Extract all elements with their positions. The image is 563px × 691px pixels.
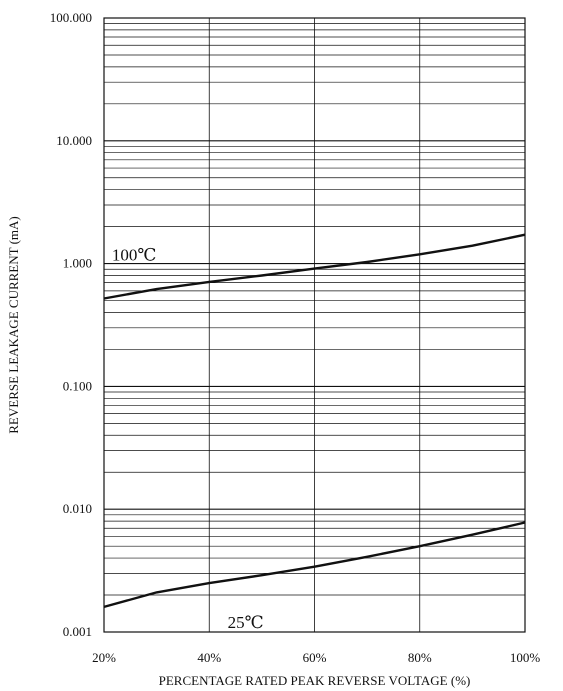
plot-frame	[103, 17, 526, 633]
y-tick-label: 100.000	[50, 10, 92, 25]
curve-labels: 100℃ 25℃	[112, 245, 264, 632]
y-tick-label: 0.001	[63, 624, 92, 639]
curve-label-1: 100℃	[112, 245, 157, 264]
x-axis-title: PERCENTAGE RATED PEAK REVERSE VOLTAGE (%…	[159, 673, 471, 688]
x-tick-label: 20%	[92, 650, 116, 665]
x-tick-label: 80%	[408, 650, 432, 665]
x-tick-label: 100%	[510, 650, 541, 665]
series-line-2	[103, 521, 526, 609]
x-tick-label: 40%	[197, 650, 221, 665]
series-line-1	[103, 233, 526, 300]
series-lines	[103, 233, 526, 609]
y-tick-label: 0.100	[63, 378, 92, 393]
tick-labels: 0.001 0.010 0.100 1.000 10.000 100.000 20% 40% 6…	[50, 10, 541, 665]
y-tick-label: 10.000	[56, 133, 92, 148]
y-tick-label: 0.010	[63, 501, 92, 516]
y-axis-title: REVERSE LEAKAGE CURRENT (mA)	[6, 216, 21, 434]
x-tick-label: 60%	[303, 650, 327, 665]
y-tick-label: 1.000	[63, 256, 92, 271]
curve-label-2: 25℃	[228, 613, 264, 632]
grid	[103, 18, 526, 633]
